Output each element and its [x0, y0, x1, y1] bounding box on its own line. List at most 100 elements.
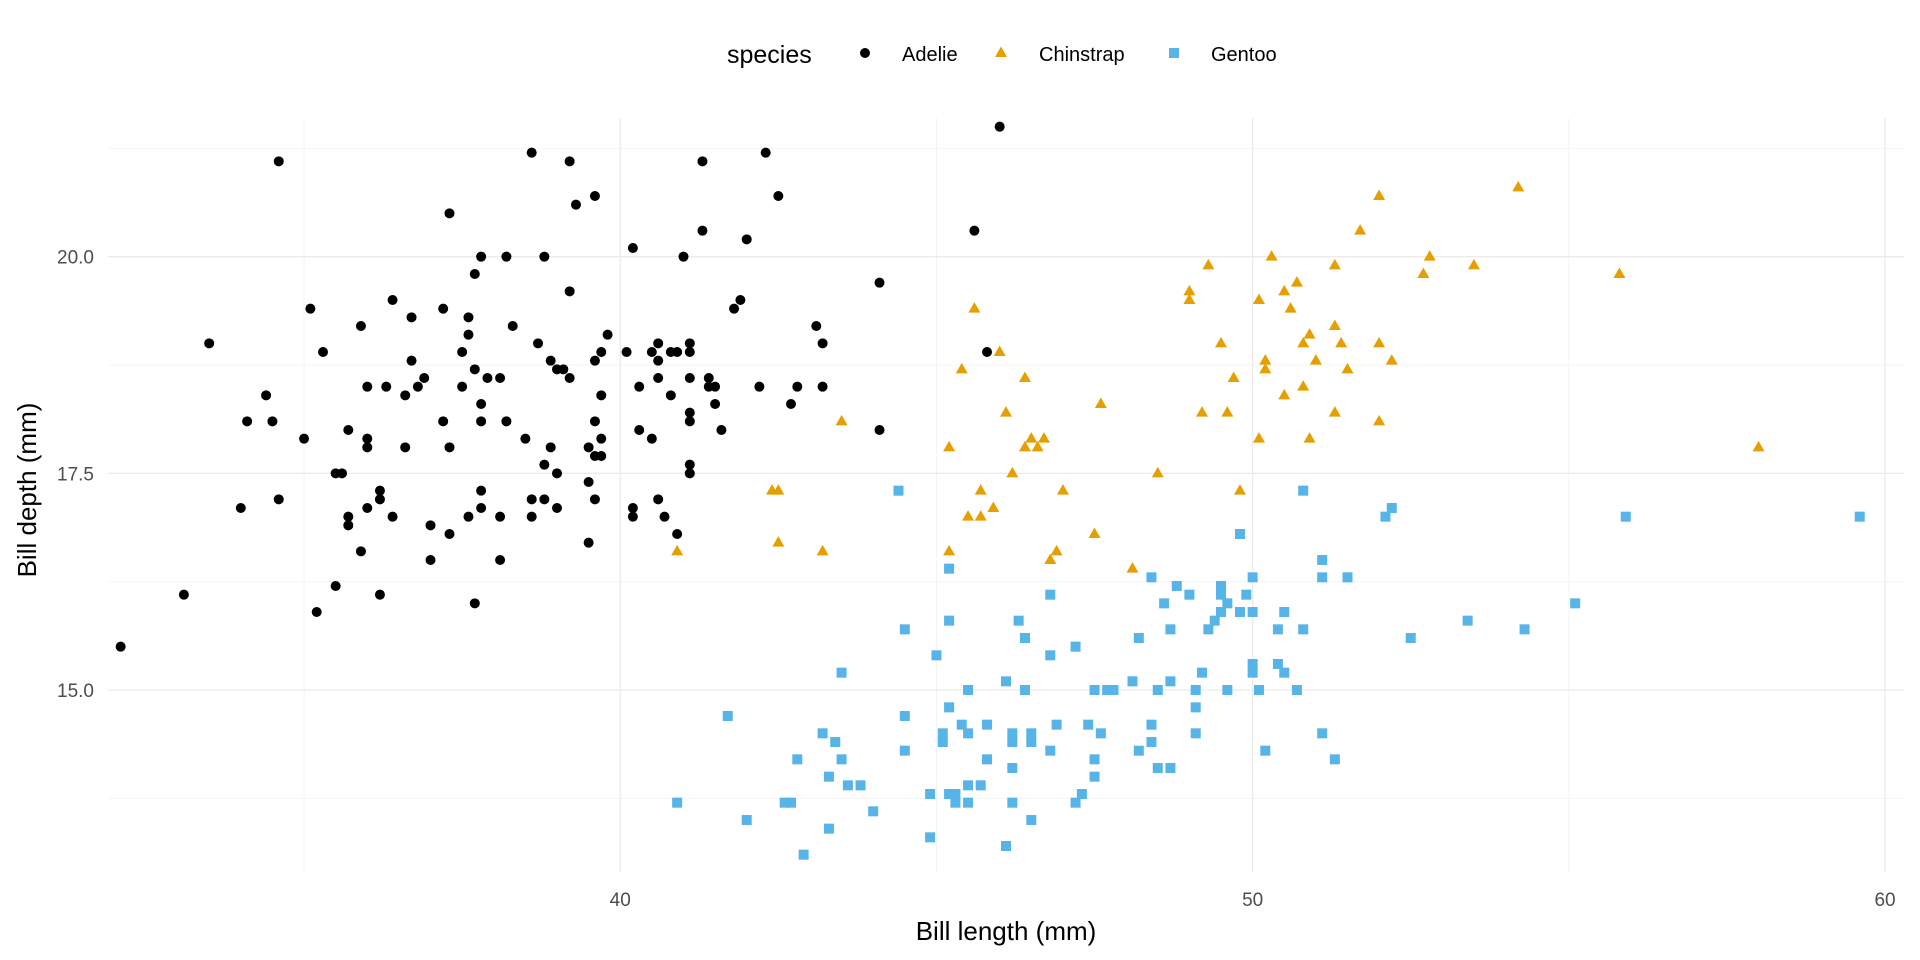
point-adelie	[589, 355, 600, 366]
data-points	[115, 121, 1865, 860]
point-gentoo	[1216, 607, 1227, 617]
point-gentoo	[823, 823, 834, 834]
point-adelie	[457, 347, 468, 357]
point-gentoo	[1234, 607, 1245, 617]
point-adelie	[463, 329, 474, 340]
point-adelie	[463, 511, 474, 522]
point-gentoo	[817, 728, 828, 739]
point-adelie	[684, 373, 695, 383]
point-chinstrap	[671, 544, 684, 556]
point-gentoo	[1462, 615, 1473, 626]
legend: species Adelie Chinstrap Gentoo	[727, 41, 1277, 69]
point-gentoo	[925, 789, 936, 799]
point-gentoo	[1570, 598, 1581, 609]
point-adelie	[381, 381, 392, 392]
y-tick-label: 17.5	[57, 464, 94, 485]
point-adelie	[235, 503, 246, 513]
point-chinstrap	[1094, 397, 1107, 408]
point-gentoo	[1127, 676, 1138, 687]
point-adelie	[684, 407, 695, 418]
point-chinstrap	[1050, 544, 1063, 556]
point-gentoo	[1317, 728, 1328, 739]
point-adelie	[419, 373, 430, 383]
point-adelie	[400, 442, 411, 453]
point-gentoo	[963, 685, 974, 695]
point-adelie	[684, 468, 695, 479]
point-gentoo	[899, 711, 910, 721]
point-chinstrap	[1373, 414, 1386, 426]
point-gentoo	[1197, 667, 1208, 678]
point-chinstrap	[1215, 336, 1228, 348]
point-gentoo	[1190, 728, 1201, 739]
point-gentoo	[1272, 659, 1283, 669]
point-adelie	[476, 399, 487, 409]
point-gentoo	[836, 667, 847, 678]
point-gentoo	[868, 806, 879, 817]
point-adelie	[362, 381, 373, 392]
point-adelie	[583, 442, 594, 453]
point-gentoo	[963, 797, 974, 808]
point-gentoo	[975, 780, 986, 791]
point-chinstrap	[987, 501, 1000, 512]
point-adelie	[374, 494, 385, 505]
point-gentoo	[836, 754, 847, 765]
tick-labels: 40 50 60 15.0 17.5 20.0	[57, 248, 1896, 911]
point-adelie	[684, 347, 695, 357]
x-tick-label: 40	[610, 890, 631, 911]
y-axis-title: Bill depth (mm)	[12, 403, 42, 578]
point-adelie	[596, 451, 607, 461]
point-adelie	[760, 147, 771, 158]
x-tick-label: 50	[1242, 890, 1263, 911]
point-gentoo	[963, 728, 974, 739]
point-chinstrap	[1303, 432, 1316, 443]
point-gentoo	[944, 789, 955, 799]
point-gentoo	[1165, 763, 1176, 773]
point-adelie	[400, 390, 411, 401]
point-adelie	[634, 381, 645, 392]
point-gentoo	[1152, 685, 1163, 695]
point-chinstrap	[1259, 362, 1272, 374]
point-chinstrap	[1752, 440, 1765, 452]
point-chinstrap	[968, 302, 981, 313]
point-adelie	[697, 225, 708, 236]
point-chinstrap	[1025, 432, 1038, 443]
point-adelie	[267, 416, 278, 427]
point-gentoo	[1026, 815, 1037, 825]
point-chinstrap	[943, 440, 956, 452]
x-tick-label: 60	[1874, 890, 1895, 911]
point-chinstrap	[1417, 267, 1430, 278]
point-chinstrap	[1467, 258, 1480, 270]
point-gentoo	[1133, 745, 1144, 756]
point-adelie	[242, 416, 253, 427]
point-adelie	[627, 243, 638, 253]
point-chinstrap	[1290, 276, 1303, 287]
point-gentoo	[1108, 685, 1119, 695]
point-gentoo	[1298, 624, 1309, 635]
point-adelie	[273, 494, 284, 505]
point-gentoo	[1190, 685, 1201, 695]
point-gentoo	[950, 789, 961, 799]
point-gentoo	[792, 754, 803, 765]
point-chinstrap	[1151, 466, 1164, 478]
point-adelie	[653, 338, 664, 349]
point-adelie	[355, 546, 366, 557]
point-adelie	[539, 459, 550, 470]
point-chinstrap	[993, 345, 1006, 356]
point-chinstrap	[1037, 432, 1050, 443]
point-adelie	[754, 381, 765, 392]
point-gentoo	[1019, 685, 1030, 695]
point-adelie	[703, 373, 714, 383]
point-adelie	[330, 581, 341, 591]
point-adelie	[596, 390, 607, 401]
point-adelie	[773, 191, 784, 201]
point-gentoo	[1007, 728, 1018, 739]
point-gentoo	[1184, 589, 1195, 600]
point-gentoo	[950, 797, 961, 808]
legend-item-adelie: Adelie	[860, 44, 958, 66]
point-adelie	[336, 468, 347, 479]
point-chinstrap	[1297, 380, 1310, 391]
point-adelie	[741, 234, 752, 245]
point-adelie	[646, 433, 657, 444]
point-chinstrap	[1202, 258, 1215, 270]
